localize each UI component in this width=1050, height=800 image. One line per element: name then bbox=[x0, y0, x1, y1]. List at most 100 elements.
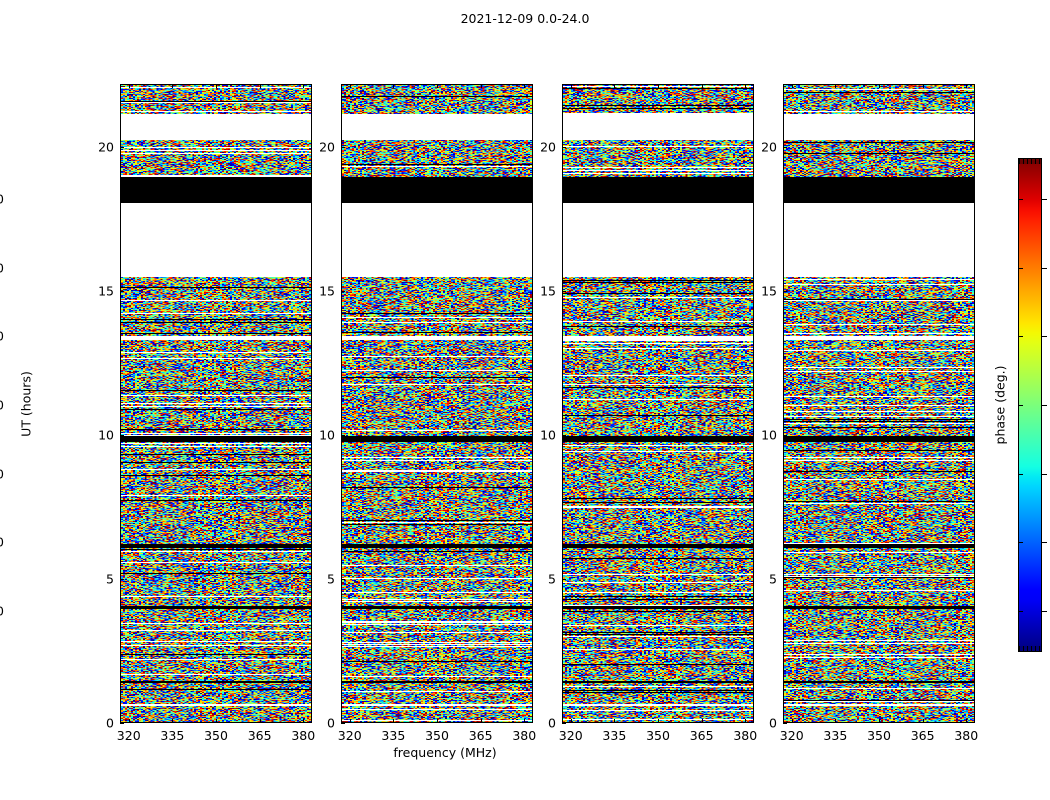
x-tick-mark-top bbox=[216, 84, 217, 88]
x-tick-mark bbox=[393, 719, 395, 723]
x-tick-label: 365 bbox=[689, 728, 714, 743]
x-tick-label: 350 bbox=[425, 728, 449, 743]
colorbar-tick-mark bbox=[1042, 267, 1047, 269]
x-tick-mark bbox=[614, 719, 616, 723]
x-axis-label: frequency (MHz) bbox=[393, 745, 497, 760]
colorbar-tick-label: 0 bbox=[0, 397, 4, 413]
colorbar-tick-mark-inner bbox=[1018, 610, 1023, 612]
x-tick-mark-top bbox=[966, 84, 968, 88]
y-tick-mark bbox=[341, 723, 345, 724]
x-tick-mark bbox=[524, 719, 526, 723]
x-tick-mark-top bbox=[524, 84, 526, 88]
x-tick-label: 380 bbox=[954, 728, 979, 743]
y-tick-label: 10 bbox=[761, 427, 777, 443]
y-tick-label: 5 bbox=[327, 571, 335, 587]
x-tick-mark-top bbox=[349, 84, 351, 88]
phase-waterfall-image bbox=[342, 85, 532, 722]
colorbar-tick-mark-inner bbox=[1018, 199, 1023, 201]
y-tick-label: 15 bbox=[98, 283, 114, 299]
y-tick-label: 15 bbox=[540, 283, 556, 299]
colorbar-tick-mark-inner bbox=[1018, 336, 1023, 338]
x-tick-label: 320 bbox=[337, 728, 362, 743]
y-tick-mark bbox=[120, 723, 124, 724]
y-tick-label: 5 bbox=[548, 571, 556, 587]
y-tick-mark bbox=[562, 579, 566, 581]
x-tick-mark bbox=[879, 719, 880, 723]
y-tick-mark bbox=[783, 147, 787, 149]
x-tick-mark bbox=[658, 719, 659, 723]
y-tick-label: 20 bbox=[319, 139, 335, 155]
x-tick-label: 365 bbox=[247, 728, 272, 743]
x-tick-mark bbox=[216, 719, 217, 723]
panel-yx: YX, V4*V11=EA03*EA14 bbox=[783, 84, 975, 723]
x-tick-mark-top bbox=[745, 84, 747, 88]
colorbar-tick-mark bbox=[1042, 405, 1047, 406]
y-tick-label: 20 bbox=[98, 139, 114, 155]
x-tick-mark-top bbox=[437, 84, 438, 88]
x-tick-label: 335 bbox=[602, 728, 627, 743]
x-tick-mark-top bbox=[701, 84, 703, 88]
x-tick-mark-top bbox=[791, 84, 793, 88]
x-tick-label: 380 bbox=[291, 728, 316, 743]
y-tick-mark bbox=[783, 435, 787, 437]
x-tick-mark bbox=[259, 719, 261, 723]
colorbar-tick-mark-inner bbox=[1018, 405, 1023, 406]
phase-waterfall-image bbox=[121, 85, 311, 722]
y-tick-label: 10 bbox=[98, 427, 114, 443]
x-tick-mark bbox=[437, 719, 438, 723]
y-tick-label: 15 bbox=[761, 283, 777, 299]
x-tick-mark bbox=[745, 719, 747, 723]
colorbar-min-extend bbox=[1019, 646, 1041, 651]
x-tick-mark-top bbox=[172, 84, 174, 88]
y-tick-mark bbox=[783, 723, 787, 724]
x-tick-label: 365 bbox=[468, 728, 493, 743]
x-tick-mark bbox=[835, 719, 837, 723]
y-tick-mark bbox=[120, 579, 124, 581]
colorbar-tick-mark bbox=[1042, 473, 1047, 475]
y-tick-mark bbox=[562, 291, 566, 293]
y-tick-label: 0 bbox=[327, 715, 335, 731]
panel-xx: XX, V4*V11=EA03*EA14 bbox=[120, 84, 312, 723]
panel-xy: XY, V4*V11=EA03*EA14 bbox=[562, 84, 754, 723]
y-tick-mark bbox=[341, 579, 345, 581]
x-tick-label: 335 bbox=[823, 728, 848, 743]
x-tick-label: 380 bbox=[733, 728, 758, 743]
x-tick-label: 380 bbox=[512, 728, 537, 743]
x-tick-mark bbox=[128, 719, 130, 723]
x-tick-mark-top bbox=[480, 84, 482, 88]
phase-waterfall-image bbox=[563, 85, 753, 722]
y-tick-mark bbox=[562, 435, 566, 437]
y-tick-label: 0 bbox=[548, 715, 556, 731]
colorbar-tick-mark bbox=[1042, 199, 1047, 201]
x-tick-mark bbox=[303, 719, 305, 723]
y-tick-label: 5 bbox=[769, 571, 777, 587]
y-tick-label: 5 bbox=[106, 571, 114, 587]
panel-yy: YY, V4*V11=EA03*EA14 bbox=[341, 84, 533, 723]
x-tick-mark-top bbox=[658, 84, 659, 88]
y-tick-mark bbox=[341, 147, 345, 149]
y-tick-label: 20 bbox=[540, 139, 556, 155]
x-tick-mark-top bbox=[128, 84, 130, 88]
x-tick-label: 335 bbox=[160, 728, 185, 743]
colorbar-tick-mark-inner bbox=[1018, 267, 1023, 269]
y-tick-mark bbox=[783, 579, 787, 581]
y-tick-mark bbox=[120, 291, 124, 293]
y-tick-mark bbox=[562, 147, 566, 149]
y-tick-label: 10 bbox=[319, 427, 335, 443]
x-tick-mark bbox=[966, 719, 968, 723]
colorbar-tick-mark bbox=[1042, 542, 1047, 544]
colorbar-tick-label: 50 bbox=[0, 328, 4, 344]
y-tick-mark bbox=[120, 147, 124, 149]
x-tick-mark bbox=[480, 719, 482, 723]
x-tick-mark bbox=[172, 719, 174, 723]
x-tick-mark-top bbox=[259, 84, 261, 88]
colorbar-tick-label: −100 bbox=[0, 534, 4, 550]
y-tick-label: 10 bbox=[540, 427, 556, 443]
colorbar-tick-mark-inner bbox=[1018, 473, 1023, 475]
colorbar-tick-label: −150 bbox=[0, 603, 4, 619]
x-tick-label: 320 bbox=[558, 728, 583, 743]
colorbar-tick-mark bbox=[1042, 336, 1047, 338]
x-tick-mark bbox=[570, 719, 572, 723]
x-tick-mark-top bbox=[393, 84, 395, 88]
